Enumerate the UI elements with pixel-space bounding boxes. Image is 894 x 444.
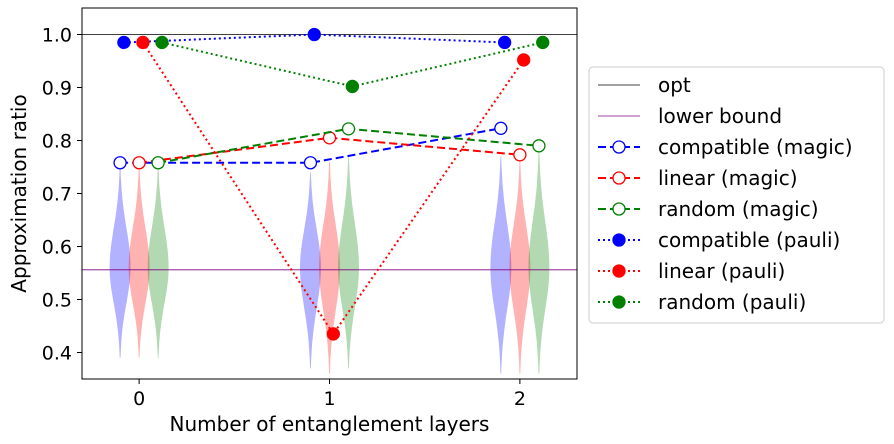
data-point-4-2 — [517, 53, 531, 67]
y-tick-label-1: 0.5 — [42, 290, 72, 312]
legend-label-1: lower bound — [658, 104, 782, 128]
violin-8 — [528, 151, 550, 374]
violin-7 — [509, 161, 531, 374]
legend-label-7: random (pauli) — [658, 290, 806, 314]
data-point-4-0 — [136, 35, 150, 50]
violin-6 — [490, 156, 512, 374]
violin-4 — [319, 161, 340, 374]
data-point-1-0 — [132, 156, 146, 170]
violin-5 — [338, 156, 359, 369]
x-tick-label-1: 1 — [323, 388, 335, 410]
data-point-2-2 — [532, 139, 546, 153]
y-tick-label-0: 0.4 — [42, 343, 72, 365]
violin-2 — [147, 167, 169, 358]
y-tick-label-6: 1.0 — [42, 25, 72, 47]
data-point-1-2 — [513, 148, 527, 162]
legend-label-5: compatible (pauli) — [658, 228, 840, 252]
legend-marker-5 — [612, 233, 626, 247]
y-tick-label-4: 0.8 — [42, 131, 72, 153]
series-line-4 — [142, 41, 525, 336]
data-point-4-1 — [326, 327, 340, 341]
legend: opt lower bound compatible (magic) linear (… — [588, 66, 885, 324]
data-point-5-2 — [536, 35, 550, 50]
series-line-0 — [120, 127, 501, 164]
legend-label-0: opt — [658, 73, 691, 97]
x-tick-label-0: 0 — [133, 388, 145, 410]
x-axis-title: Number of entanglement layers — [170, 412, 490, 436]
legend-marker-3 — [612, 171, 626, 185]
data-point-5-0 — [155, 35, 169, 50]
violin-group — [109, 151, 550, 374]
y-tick-label-2: 0.6 — [42, 237, 72, 259]
x-tick-label-2: 2 — [514, 388, 526, 410]
legend-marker-2 — [612, 140, 626, 154]
data-point-3-2 — [498, 35, 512, 50]
data-point-2-1 — [341, 122, 356, 136]
y-axis-title: Approximation ratio — [7, 94, 31, 292]
data-point-0-2 — [494, 121, 508, 135]
legend-label-2: compatible (magic) — [658, 135, 853, 159]
data-point-2-0 — [151, 156, 165, 170]
y-tick-label-3: 0.7 — [42, 184, 72, 206]
violin-0 — [109, 167, 131, 358]
y-axis-ticks: 0.4 0.5 0.6 0.7 0.8 0.9 1.0 — [42, 25, 82, 365]
legend-label-3: linear (magic) — [658, 166, 798, 190]
violin-3 — [300, 172, 321, 369]
series-group — [113, 27, 550, 341]
legend-marker-4 — [612, 202, 626, 216]
legend-marker-6 — [612, 264, 626, 278]
legend-label-6: linear (pauli) — [658, 259, 785, 283]
legend-label-4: random (magic) — [658, 197, 819, 221]
data-point-0-0 — [113, 156, 127, 170]
y-tick-label-5: 0.9 — [42, 78, 72, 100]
violin-1 — [128, 167, 150, 358]
legend-marker-7 — [612, 295, 626, 309]
data-point-0-1 — [303, 156, 318, 170]
data-point-5-1 — [345, 79, 359, 94]
data-point-3-0 — [117, 35, 131, 50]
data-point-3-1 — [307, 27, 321, 42]
legend-box — [588, 66, 885, 324]
x-axis-ticks: 0 1 2 — [133, 379, 526, 410]
